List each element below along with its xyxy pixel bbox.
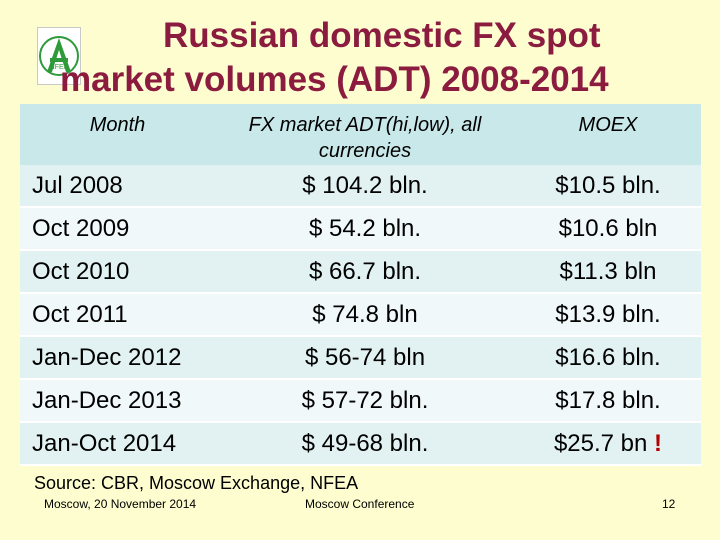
cell-moex: $10.5 bln. xyxy=(515,165,701,208)
table-row: Jan-Dec 2012 $ 56-74 bln $16.6 bln. xyxy=(20,337,701,380)
cell-moex: $16.6 bln. xyxy=(515,337,701,380)
cell-fx: $ 56-74 bln xyxy=(215,337,515,380)
cell-moex: $11.3 bln xyxy=(515,251,701,294)
moex-value: $25.7 bn xyxy=(553,429,648,457)
footer-date: Moscow, 20 November 2014 xyxy=(44,497,197,511)
svg-text:NFEA: NFEA xyxy=(50,64,69,71)
footer-event: Moscow Conference xyxy=(305,497,415,511)
cell-fx: $ 57-72 bln. xyxy=(215,380,515,423)
title-line-1: Russian domestic FX spot xyxy=(163,16,601,55)
table-row: Oct 2010 $ 66.7 bln. $11.3 bln xyxy=(20,251,701,294)
table-row: Jan-Oct 2014 $ 49-68 bln. $25.7 bn ! xyxy=(20,423,701,466)
table-row: Oct 2011 $ 74.8 bln $13.9 bln. xyxy=(20,294,701,337)
cell-fx: $ 54.2 bln. xyxy=(215,208,515,251)
table-row: Jan-Dec 2013 $ 57-72 bln. $17.8 bln. xyxy=(20,380,701,423)
cell-moex: $25.7 bn ! xyxy=(515,423,701,466)
cell-month: Oct 2009 xyxy=(20,208,215,251)
cell-moex: $10.6 bln xyxy=(515,208,701,251)
title-line-2: market volumes (ADT) 2008-2014 xyxy=(60,60,609,99)
table-row: Oct 2009 $ 54.2 bln. $10.6 bln xyxy=(20,208,701,251)
cell-moex: $17.8 bln. xyxy=(515,380,701,423)
cell-month: Jan-Dec 2013 xyxy=(20,380,215,423)
cell-month: Jan-Oct 2014 xyxy=(20,423,215,466)
table-header-row: Month FX market ADT(hi,low), all currenc… xyxy=(20,104,701,165)
fx-volumes-table: Month FX market ADT(hi,low), all currenc… xyxy=(20,104,701,466)
header-month: Month xyxy=(20,104,215,165)
cell-moex: $13.9 bln. xyxy=(515,294,701,337)
table-row: Jul 2008 $ 104.2 bln. $10.5 bln. xyxy=(20,165,701,208)
cell-fx: $ 74.8 bln xyxy=(215,294,515,337)
cell-month: Jan-Dec 2012 xyxy=(20,337,215,380)
slide-title: Russian domestic FX spot market volumes … xyxy=(40,14,700,102)
header-moex: MOEX xyxy=(515,104,701,165)
cell-month: Oct 2010 xyxy=(20,251,215,294)
header-fx-adt: FX market ADT(hi,low), all currencies xyxy=(215,104,515,165)
cell-fx: $ 66.7 bln. xyxy=(215,251,515,294)
cell-month: Oct 2011 xyxy=(20,294,215,337)
nfea-logo: NFEA xyxy=(37,27,81,85)
nfea-logo-icon: NFEA xyxy=(39,36,79,76)
cell-fx: $ 104.2 bln. xyxy=(215,165,515,208)
emphasis-mark: ! xyxy=(654,429,663,457)
source-note: Source: CBR, Moscow Exchange, NFEA xyxy=(34,473,359,493)
cell-fx: $ 49-68 bln. xyxy=(215,423,515,466)
cell-month: Jul 2008 xyxy=(20,165,215,208)
page-number: 12 xyxy=(662,497,676,511)
